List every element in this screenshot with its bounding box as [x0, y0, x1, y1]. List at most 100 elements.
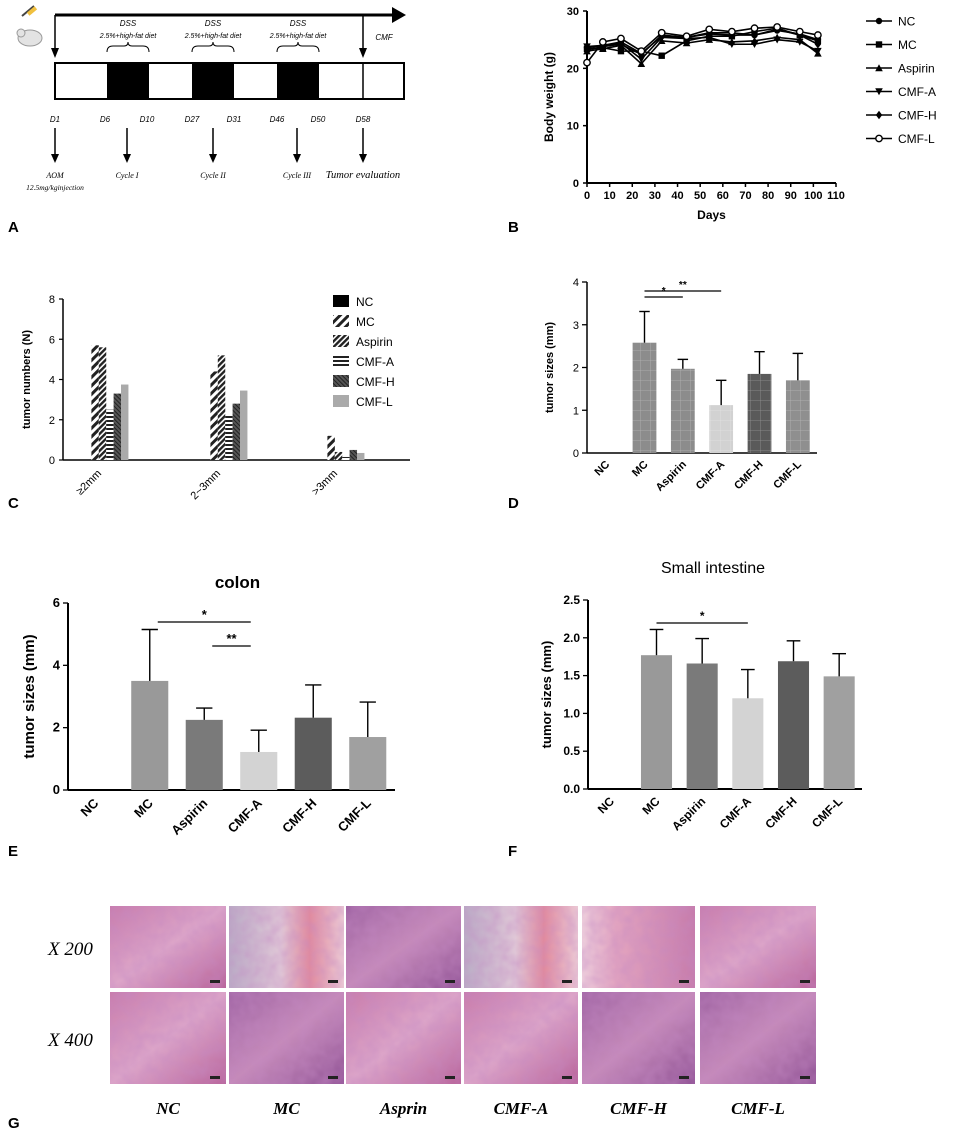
- y-tick-label: 0: [573, 178, 579, 190]
- data-point-cmf-h: [617, 40, 625, 49]
- micrograph-x-200-nc: [110, 906, 226, 988]
- data-point-cmf-l: [795, 27, 804, 36]
- data-point-cmf-l: [598, 38, 607, 46]
- day-label-d46: D46: [270, 115, 285, 124]
- scale-bar: [679, 980, 689, 983]
- scale-bar: [562, 1076, 572, 1079]
- row-label-x-200: X 200: [47, 939, 93, 960]
- bar-texture-cmf-l: [785, 380, 810, 453]
- micrograph-texture: [229, 992, 344, 1084]
- x-tick-label: 40: [671, 190, 683, 202]
- micrograph-texture: [110, 906, 226, 988]
- micrograph-x-400-mc: [229, 992, 344, 1084]
- significance-label-1: **: [226, 631, 237, 646]
- y-tick-label: 8: [49, 294, 55, 306]
- x-tick-label: MC: [131, 795, 156, 820]
- dss-block-1: [107, 63, 149, 99]
- bar-mc-1: [210, 371, 218, 460]
- y-axis-label: tumor numbers (N): [21, 330, 33, 429]
- legend-label-aspirin: Aspirin: [356, 335, 393, 349]
- event-arrowhead-2: [209, 154, 217, 163]
- diet-label-2: 2.5%+high-fat diet: [184, 33, 243, 40]
- significance-label-0: *: [700, 609, 705, 623]
- column-label-mc: MC: [272, 1099, 300, 1118]
- series-cmf-l: [583, 23, 822, 67]
- y-tick-label: 3: [573, 320, 579, 332]
- x-tick-label: CMF-L: [335, 795, 374, 834]
- micrograph-texture: [229, 906, 344, 988]
- scale-bar: [679, 1076, 689, 1079]
- y-axis-label: tumor sizes (mm): [539, 641, 554, 749]
- x-tick-label: CMF-H: [279, 796, 319, 836]
- micrograph-x-200-asprin: [346, 906, 461, 988]
- panel-g: G X 200 X 400 NC MC Asprin CMF-A CMF-H CMF-L: [8, 906, 816, 1132]
- data-point-aspirin: [637, 59, 646, 67]
- x-tick-label: Aspirin: [168, 795, 210, 837]
- y-axis-label: tumor sizes (mm): [21, 634, 38, 758]
- data-point-cmf-a: [637, 55, 646, 63]
- x-tick-label: 90: [785, 190, 797, 202]
- legend-label-cmf-l: CMF-L: [356, 395, 393, 409]
- y-tick-label: 4: [49, 375, 55, 387]
- bar-cmf-h: [777, 661, 810, 789]
- data-point-mc: [617, 47, 625, 55]
- bar-cmf-l-2: [357, 452, 365, 460]
- panel-label-c: C: [8, 495, 19, 512]
- y-tick-label: 2: [573, 363, 579, 375]
- micrograph-x-400-cmf-a: [464, 992, 578, 1084]
- micrograph-texture: [700, 992, 816, 1084]
- series-cmf-a: [583, 34, 822, 63]
- legend-marker-cmf-h: [875, 110, 883, 120]
- x-tick-label: 2~3mm: [188, 468, 223, 503]
- legend-label-cmf-a: CMF-A: [356, 355, 394, 369]
- x-tick-label: 100: [804, 190, 822, 202]
- scale-bar: [800, 1076, 810, 1079]
- y-tick-label: 6: [53, 595, 60, 610]
- legend-swatch-mc: [333, 315, 349, 327]
- y-tick-label: 1.0: [563, 706, 580, 720]
- panel-c: C 0 2 4 6 8 tumor numbers (N) ≥2mm 2~3mm >3mm NC M…: [8, 294, 410, 512]
- data-point-cmf-l: [727, 27, 736, 36]
- micrograph-x-200-mc: [229, 906, 344, 988]
- panel-e: E 0 2 4 6 tumor sizes (mm) colon NC MC Aspirin CM…: [8, 573, 395, 860]
- data-point-cmf-l: [682, 32, 691, 41]
- micrograph-x-200-cmf-l: [700, 906, 816, 988]
- legend-label-mc: MC: [898, 38, 917, 52]
- x-tick-label: 80: [762, 190, 774, 202]
- day-label-d6: D6: [100, 115, 111, 124]
- bar-cmf-a-0: [106, 409, 114, 460]
- y-axis-label: tumor sizes (mm): [544, 322, 556, 413]
- y-tick-label: 2.0: [563, 631, 580, 645]
- bar-mc-2: [327, 435, 335, 460]
- scale-bar: [210, 1076, 220, 1079]
- legend-swatch-cmf-a: [333, 355, 349, 367]
- y-tick-label: 0.5: [563, 744, 580, 758]
- data-point-cmf-a: [814, 47, 822, 55]
- column-label-cmf-h: CMF-H: [610, 1099, 667, 1118]
- legend-swatch-cmf-l: [333, 395, 349, 407]
- mouse-icon: [16, 5, 43, 47]
- y-tick-label: 1: [573, 405, 579, 417]
- data-point-cmf-l: [750, 24, 759, 33]
- diet-label-3: 2.5%+high-fat diet: [269, 33, 328, 40]
- diet-label-1: 2.5%+high-fat diet: [99, 33, 158, 40]
- x-tick-label: 50: [694, 190, 706, 202]
- data-point-cmf-h: [751, 30, 758, 40]
- legend-label-nc: NC: [356, 295, 374, 309]
- event-label-2: Cycle II: [200, 171, 226, 180]
- x-tick-label: 110: [827, 190, 845, 202]
- event-arrowhead-0: [51, 154, 59, 163]
- micrograph-x-400-asprin: [346, 992, 461, 1084]
- bar-aspirin-1: [217, 355, 226, 460]
- legend-marker-cmf-a: [875, 88, 883, 96]
- scale-bar: [328, 1076, 338, 1079]
- legend-marker-aspirin: [875, 64, 883, 72]
- bar-cmf-l-1: [240, 390, 248, 460]
- data-point-cmf-l: [813, 31, 822, 39]
- day-label-d27: D27: [185, 115, 200, 124]
- bar-aspirin-2: [334, 451, 343, 460]
- scale-bar: [445, 1076, 455, 1079]
- data-point-cmf-l: [773, 23, 782, 31]
- bar-aspirin-0: [98, 347, 107, 460]
